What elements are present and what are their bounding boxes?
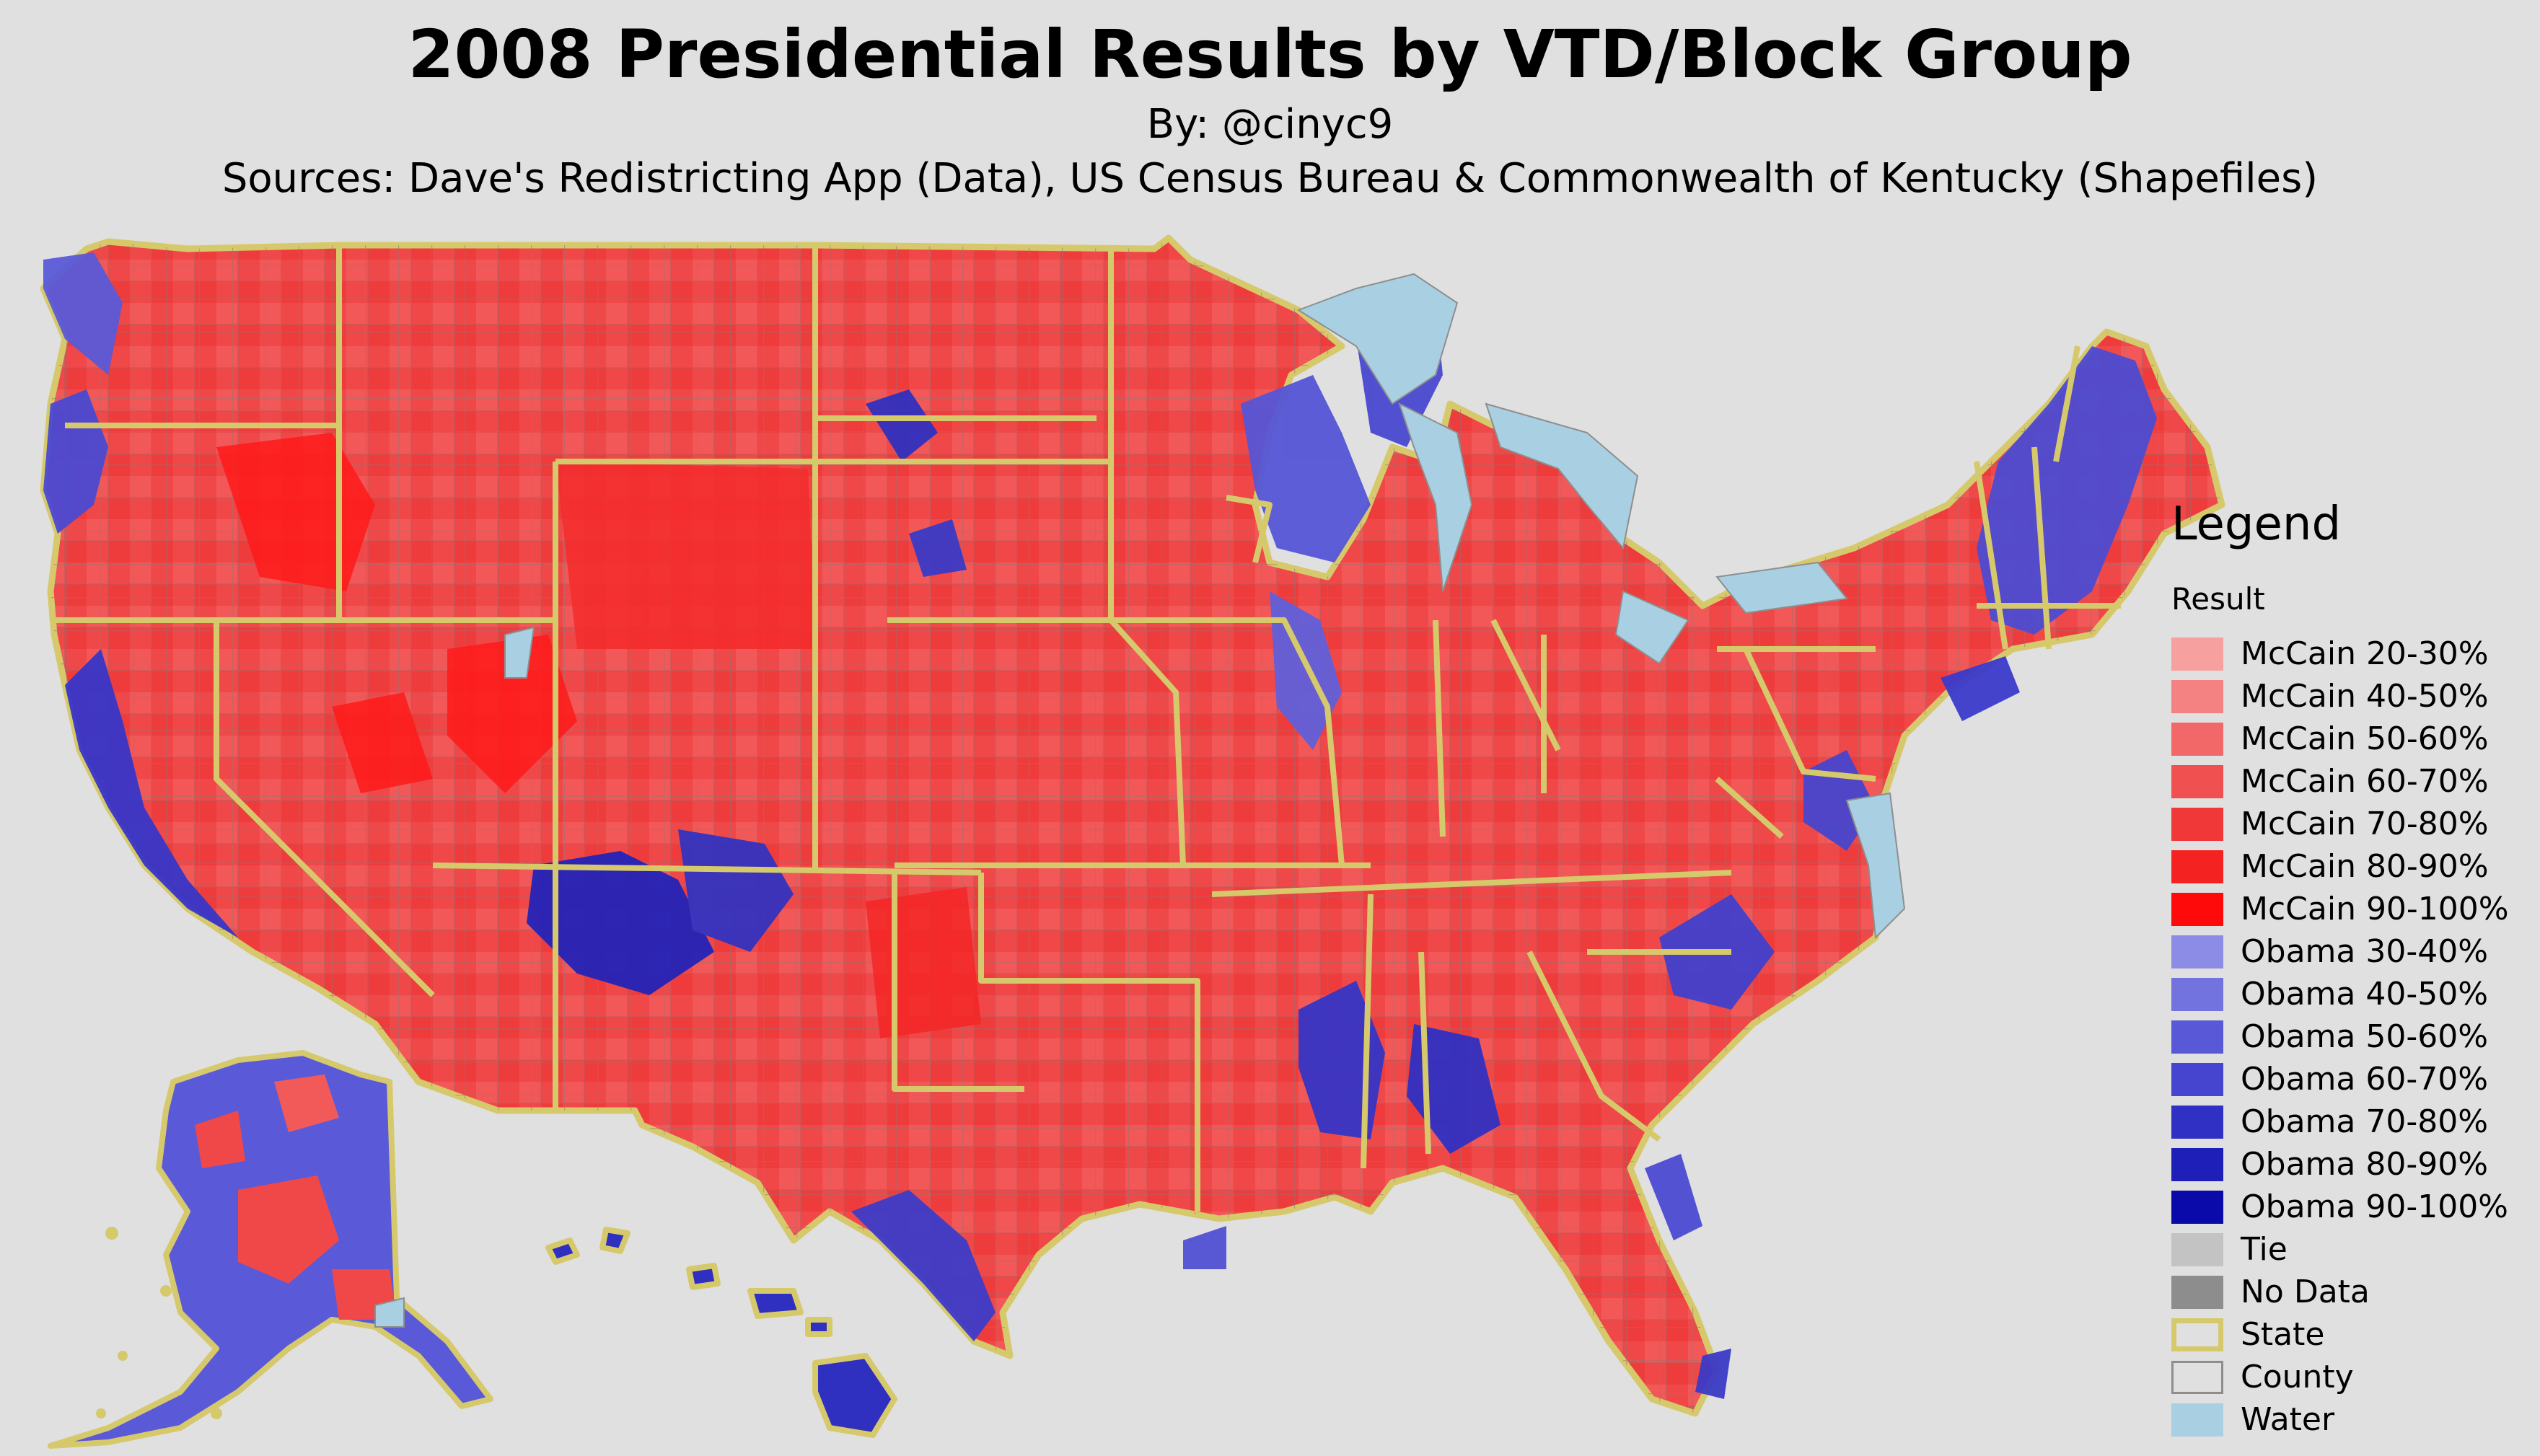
legend-swatch [2171,850,2223,883]
legend-swatch [2171,1062,2223,1096]
legend-label: Obama 80-90% [2241,1146,2488,1183]
legend-swatch [2171,892,2223,926]
legend-swatch [2171,1318,2223,1351]
legend-item: State [2171,1313,2532,1356]
legend-swatch [2171,1403,2223,1437]
legend-label: McCain 20-30% [2241,635,2489,672]
legend-swatch [2171,722,2223,756]
legend-item: Water [2171,1398,2532,1441]
legend-item: Obama 90-100% [2171,1186,2532,1228]
legend-rows: McCain 20-30% McCain 40-50% McCain 50-60% M… [2171,632,2532,1441]
alaska-mccain-areas [195,1075,397,1320]
legend-item: No Data [2171,1271,2532,1313]
legend-swatch [2171,1190,2223,1224]
legend-swatch [2171,1105,2223,1139]
legend-label: McCain 80-90% [2241,848,2489,885]
legend-item: Obama 50-60% [2171,1015,2532,1058]
legend-label: No Data [2241,1274,2370,1310]
alaska-water [374,1297,405,1328]
hawaii [545,1227,897,1438]
legend-swatch [2171,1147,2223,1181]
legend-item: McCain 90-100% [2171,888,2532,930]
alaska-islands [96,1227,222,1419]
legend-item: McCain 60-70% [2171,760,2532,803]
state-boundaries [50,245,2121,1212]
legend-item: County [2171,1356,2532,1398]
legend-swatch [2171,807,2223,841]
legend-item: Obama 60-70% [2171,1058,2532,1100]
water-bodies [504,273,1906,940]
legend-label: Obama 70-80% [2241,1103,2488,1140]
legend-item: McCain 80-90% [2171,845,2532,888]
legend-item: Obama 70-80% [2171,1100,2532,1143]
legend-item: Obama 30-40% [2171,930,2532,973]
legend-label: Obama 60-70% [2241,1061,2488,1098]
legend-label: State [2241,1316,2325,1353]
legend-item: Tie [2171,1228,2532,1271]
legend-item: McCain 70-80% [2171,803,2532,845]
legend-item: McCain 20-30% [2171,632,2532,675]
legend-swatch [2171,935,2223,969]
legend-swatch [2171,1020,2223,1054]
legend-label: Obama 50-60% [2241,1018,2488,1055]
legend-item: McCain 50-60% [2171,718,2532,760]
legend-label: Obama 30-40% [2241,933,2488,970]
legend-subtitle: Result [2171,581,2265,617]
legend-label: McCain 70-80% [2241,806,2489,842]
legend-label: McCain 60-70% [2241,763,2489,800]
legend-item: Obama 80-90% [2171,1143,2532,1186]
legend-swatch [2171,1275,2223,1309]
legend-label: McCain 40-50% [2241,678,2489,715]
legend-swatch [2171,679,2223,713]
obama-regions [43,252,2157,1399]
legend-label: McCain 50-60% [2241,720,2489,757]
legend-swatch [2171,1360,2223,1394]
legend-swatch [2171,764,2223,798]
legend-label: Obama 40-50% [2241,976,2488,1012]
legend-label: Obama 90-100% [2241,1188,2508,1225]
legend-swatch [2171,977,2223,1011]
legend-label: County [2241,1359,2354,1395]
legend-title: Legend [2171,498,2342,551]
legend: Legend Result McCain 20-30% McCain 40-50%… [2171,498,2532,1441]
legend-swatch [2171,1232,2223,1266]
legend-swatch [2171,637,2223,671]
legend-item: Obama 40-50% [2171,973,2532,1015]
legend-item: McCain 40-50% [2171,675,2532,718]
legend-label: Tie [2241,1231,2288,1268]
map-sources: Sources: Dave's Redistricting App (Data)… [221,155,2319,202]
map-title: 2008 Presidential Results by VTD/Block G… [408,16,2132,93]
map-byline: By: @cinyc9 [1146,101,1394,148]
legend-label: Water [2241,1401,2335,1438]
legend-label: McCain 90-100% [2241,891,2509,927]
